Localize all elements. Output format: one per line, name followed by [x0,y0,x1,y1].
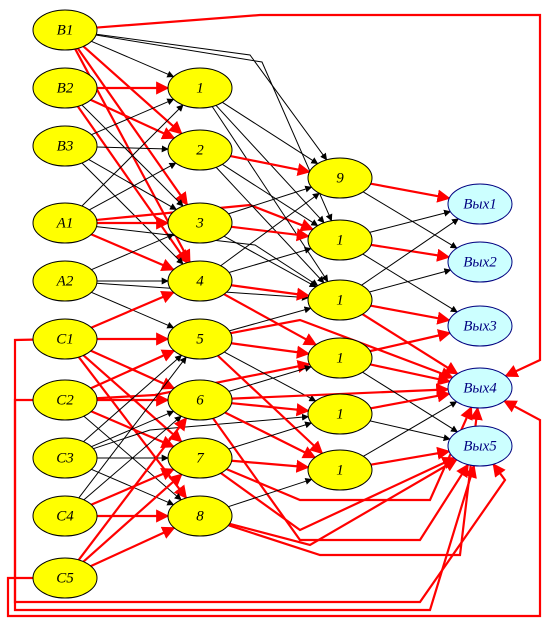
node-label: 1 [196,80,204,96]
node-H2: 2 [168,130,232,170]
node-label: 1 [336,406,344,422]
node-O3: Вых3 [448,306,512,346]
edge [369,270,450,292]
node-O2: Вых2 [448,242,512,282]
node-C5: C5 [33,558,97,598]
edge [228,187,311,214]
edge [229,423,312,449]
edge [222,164,317,225]
network-diagram: B1 B2 B3 A1 A2 C1 C2 C3 C4 C5 1 2 3 4 5 6 7 8 9 1 1 1 1 1 Вых1 Вы… [0,0,559,620]
node-B1: B1 [33,10,97,50]
edge [371,451,449,464]
edge [362,219,459,285]
node-label: 1 [336,292,344,308]
edge [224,236,316,287]
node-label: Вых1 [463,196,496,212]
node-H1: 1 [168,68,232,108]
edge [370,212,451,233]
node-O1: Вых1 [448,184,512,224]
edge [228,479,311,506]
node-label: B2 [57,80,74,96]
node-H8: 8 [168,496,232,536]
edge [78,48,187,204]
edge [370,421,450,439]
node-label: 2 [196,142,204,158]
node-label: A1 [56,215,74,231]
node-C3: C3 [33,438,97,478]
edge [91,528,174,566]
edge [363,254,457,312]
node-H5: 5 [168,319,232,359]
edge [91,100,174,138]
node-label: B1 [57,22,74,38]
node-label: Вых2 [463,254,497,270]
edge [79,418,187,560]
node-label: Вых4 [463,380,497,396]
edge [229,248,311,272]
node-O5: Вых5 [448,426,512,466]
edge [222,102,317,163]
node-label: C3 [56,450,74,466]
node-label: C2 [56,392,74,408]
node-O4: Вых4 [448,368,512,408]
node-H3: 3 [168,203,232,243]
edge [371,184,450,199]
edge [91,41,173,76]
node-label: C5 [56,570,74,586]
edge [231,227,308,236]
node-H6: 6 [168,380,232,420]
node-label: 5 [196,331,204,347]
node-label: 1 [336,462,344,478]
node-M1b: 1 [308,280,372,320]
node-C2: C2 [33,380,97,420]
node-label: B3 [57,138,74,154]
node-label: Вых5 [463,438,497,454]
node-label: 8 [196,508,204,524]
edge [232,461,309,468]
edge [371,394,450,409]
node-label: 1 [336,232,344,248]
node-M1a: 1 [308,220,372,260]
edge [231,343,308,354]
edge [363,402,456,457]
edge [218,356,322,454]
node-B3: B3 [33,126,97,166]
node-label: C1 [56,331,74,347]
node-label: 1 [336,350,344,366]
node-H4: 4 [168,261,232,301]
edge [231,285,308,296]
node-M1e: 1 [308,450,372,490]
node-label: 6 [196,392,204,408]
edge [370,333,450,351]
edge [89,159,177,209]
node-A2: A2 [33,261,97,301]
node-label: A2 [56,273,74,289]
node-C1: C1 [33,319,97,359]
edge [224,352,315,401]
edge [363,192,457,248]
node-M1c: 1 [308,338,372,378]
edge [371,245,449,257]
node-A1: A1 [33,203,97,243]
node-label: 3 [195,215,204,231]
node-label: C4 [56,508,74,524]
node-B2: B2 [33,68,97,108]
node-H7: 7 [168,438,232,478]
node-label: Вых3 [463,318,496,334]
node-M1d: 1 [308,394,372,434]
node-label: 9 [336,170,344,186]
node-M9: 9 [308,158,372,198]
node-label: 4 [196,273,204,289]
node-C4: C4 [33,496,97,536]
edge [371,306,450,321]
edge [230,156,309,172]
